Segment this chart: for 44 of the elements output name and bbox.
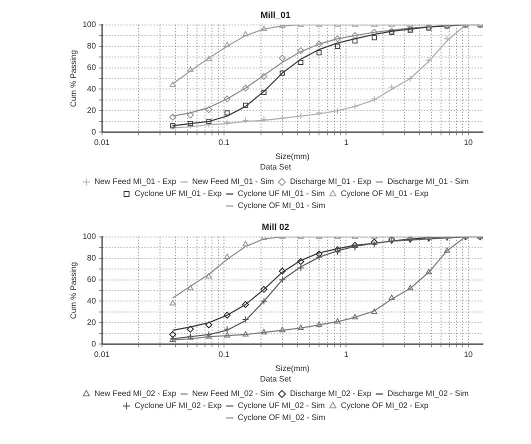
y-tick-label: 100 <box>82 20 96 30</box>
legend-title: Data Set <box>260 162 292 172</box>
y-tick-label: 20 <box>87 106 96 115</box>
y-tick-label: 80 <box>87 253 96 262</box>
chart-title: Mill 02 <box>262 222 290 232</box>
x-tick-label: 10 <box>464 350 474 360</box>
legend-label: Cyclone OF MI_01 - Exp <box>340 189 429 198</box>
y-axis-title: Cum % Passing <box>69 262 78 319</box>
x-tick-label: 0.01 <box>94 138 110 148</box>
y-tick-label: 60 <box>87 62 96 72</box>
x-tick-label: 1 <box>344 350 349 360</box>
x-tick-label: 1 <box>344 138 349 148</box>
legend-label: Cyclone OF MI_02 - Exp <box>340 401 429 410</box>
y-tick-label: 100 <box>82 232 96 242</box>
legend-label: Cyclone UF MI_01 - Exp <box>134 189 222 198</box>
legend-label: Discharge MI_02 - Exp <box>290 389 372 398</box>
x-tick-label: 0.1 <box>218 350 230 360</box>
y-tick-label: 40 <box>87 296 96 306</box>
y-tick-label: 0 <box>91 127 96 136</box>
legend-label: New Feed MI_01 - Sim <box>192 177 274 186</box>
legend-label: Discharge MI_02 - Sim <box>387 389 470 398</box>
y-tick-label: 40 <box>87 84 96 94</box>
x-tick-label: 10 <box>464 138 474 148</box>
y-tick-label: 60 <box>87 274 96 284</box>
legend-label: Cyclone UF MI_01 - Sim <box>238 189 326 198</box>
y-axis-title: Cum % Passing <box>69 50 78 107</box>
x-tick-label: 0.1 <box>218 138 230 148</box>
legend-label: Cyclone OF MI_02 - Sim <box>238 413 326 422</box>
legend-label: New Feed MI_01 - Exp <box>94 177 177 186</box>
legend-label: Cyclone OF MI_01 - Sim <box>238 201 326 210</box>
y-tick-label: 20 <box>87 318 96 327</box>
y-tick-label: 80 <box>87 41 96 50</box>
x-axis-title: Size(mm) <box>275 152 310 161</box>
x-axis-title: Size(mm) <box>275 364 310 373</box>
legend-label: Cyclone UF MI_02 - Sim <box>238 401 326 410</box>
y-tick-label: 0 <box>91 339 96 348</box>
chart-title: Mill_01 <box>260 10 291 20</box>
legend-label: Discharge MI_01 - Exp <box>290 177 372 186</box>
legend-label: New Feed MI_02 - Sim <box>192 389 274 398</box>
legend-label: New Feed MI_02 - Exp <box>94 389 177 398</box>
legend-label: Cyclone UF MI_02 - Exp <box>134 401 222 410</box>
legend-label: Discharge MI_01 - Sim <box>387 177 470 186</box>
x-tick-label: 0.01 <box>94 350 110 360</box>
legend-title: Data Set <box>260 374 292 384</box>
